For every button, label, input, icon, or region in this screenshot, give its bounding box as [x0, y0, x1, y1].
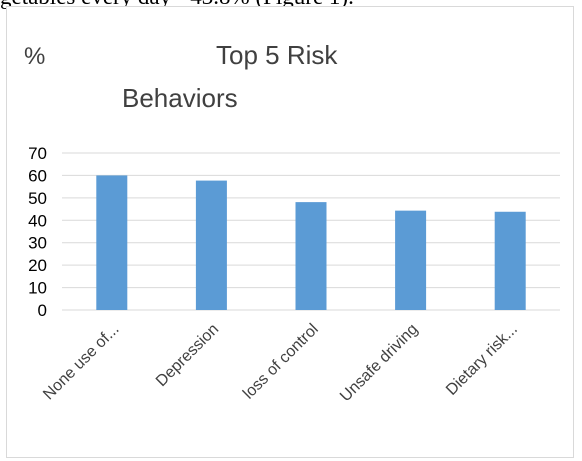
bar-1: [96, 175, 128, 310]
chart-title-line-1: Top 5 Risk: [216, 40, 338, 70]
x-category-label: None use of...: [40, 321, 122, 403]
bars: [96, 175, 526, 310]
bar-2: [195, 180, 227, 310]
y-axis-ticks: 0 10 20 30 40 50 60 70: [28, 144, 47, 320]
y-tick-label: 0: [38, 301, 47, 320]
y-tick-label: 60: [28, 166, 47, 185]
x-axis-categories: None use of... Depression loss of control U…: [40, 321, 521, 405]
y-tick-label: 10: [28, 279, 47, 298]
document-text-fragment: getables every day - 43.8% (Figure 1).: [0, 0, 582, 12]
y-tick-label: 70: [28, 144, 47, 163]
x-category-label: Depression: [153, 321, 222, 390]
y-axis-label: %: [24, 43, 45, 70]
chart-title-line-2: Behaviors: [122, 83, 238, 113]
bar-3: [295, 202, 327, 310]
x-category-label: loss of control: [240, 321, 322, 403]
bar-4: [395, 210, 427, 310]
y-tick-label: 40: [28, 211, 47, 230]
x-category-label: Dietary risk...: [443, 321, 521, 399]
y-tick-label: 50: [28, 189, 47, 208]
y-tick-label: 30: [28, 234, 47, 253]
x-category-label: Unsafe driving: [337, 321, 421, 405]
bar-5: [494, 211, 526, 310]
y-tick-label: 20: [28, 256, 47, 275]
